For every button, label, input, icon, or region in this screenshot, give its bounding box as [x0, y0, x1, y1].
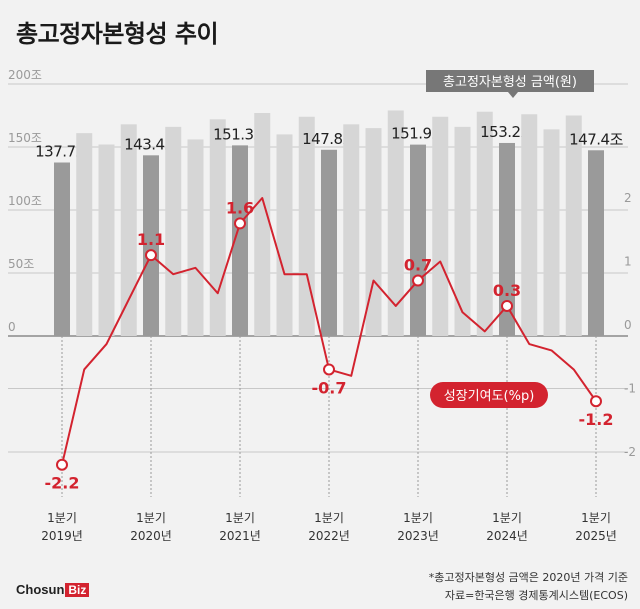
- bar: [476, 111, 493, 336]
- line-point-marker: [412, 274, 424, 287]
- x-tick-label-quarter: 1분기: [47, 511, 77, 525]
- bar: [209, 119, 226, 336]
- bar: [165, 126, 182, 336]
- x-tick-label-year: 2022년: [308, 529, 350, 543]
- x-tick-label-year: 2023년: [397, 529, 439, 543]
- line-value-label: -0.7: [312, 378, 347, 397]
- right-tick-label: -1: [624, 382, 636, 396]
- logo-badge: Biz: [65, 583, 90, 597]
- x-tick-label-quarter: 1분기: [581, 511, 611, 525]
- line-value-label: 0.7: [404, 256, 432, 275]
- line-value-label: 0.3: [493, 281, 521, 300]
- line-legend-label: 성장기여도(%p): [444, 389, 535, 404]
- right-tick-label: -2: [624, 445, 636, 459]
- x-tick-label-year: 2019년: [41, 529, 83, 543]
- line-point-marker: [234, 217, 246, 230]
- right-tick-label: 2: [624, 191, 632, 205]
- left-tick-label: 50조: [8, 257, 34, 271]
- x-tick-label-year: 2025년: [575, 529, 617, 543]
- line-point-marker: [145, 249, 157, 262]
- line-point-marker: [590, 395, 602, 408]
- bar: [343, 124, 360, 336]
- left-tick-label: 100조: [8, 194, 42, 208]
- logo-text: Chosun: [16, 582, 65, 597]
- footnote-price-basis: *총고정자본형성 금액은 2020년 가격 기준: [428, 571, 628, 584]
- bar: [387, 110, 404, 337]
- left-tick-label: 150조: [8, 131, 42, 145]
- bar-legend-label: 총고정자본형성 금액(원): [443, 75, 577, 90]
- line-point-marker: [56, 458, 68, 471]
- bar: [276, 134, 293, 336]
- footnote-source: 자료=한국은행 경제통계시스템(ECOS): [444, 589, 628, 602]
- bar: [543, 129, 560, 336]
- bar: [521, 114, 538, 337]
- chosunbiz-logo: Chosun Biz: [16, 582, 90, 597]
- bar-q1: [54, 162, 70, 336]
- bar: [98, 144, 115, 336]
- bar: [432, 116, 449, 336]
- line-point-marker: [501, 299, 513, 312]
- bar: [120, 124, 137, 336]
- line-value-label: 1.6: [226, 198, 254, 217]
- line-point-marker: [323, 363, 335, 376]
- x-tick-label-quarter: 1분기: [492, 511, 522, 525]
- x-tick-label-quarter: 1분기: [136, 511, 166, 525]
- bar-value-label: 147.4조: [569, 130, 623, 148]
- bar: [254, 112, 271, 336]
- bar: [298, 116, 315, 336]
- x-tick-label-year: 2020년: [130, 529, 172, 543]
- x-tick-label-quarter: 1분기: [225, 511, 255, 525]
- line-legend-box: [430, 382, 548, 408]
- chart-title: 총고정자본형성 추이: [16, 20, 219, 48]
- bar-q1: [410, 144, 426, 336]
- bar: [76, 133, 93, 336]
- bar-q1: [321, 149, 337, 336]
- right-tick-label: 1: [624, 255, 632, 269]
- bar: [454, 126, 471, 336]
- line-value-label: 1.1: [137, 230, 165, 249]
- x-tick-label-year: 2021년: [219, 529, 261, 543]
- bar-q1: [499, 142, 515, 336]
- line-value-label: -2.2: [45, 474, 80, 493]
- left-tick-label: 200조: [8, 68, 42, 82]
- right-tick-label: 0: [624, 318, 632, 332]
- bar-q1: [143, 155, 159, 336]
- left-tick-label: 0: [8, 320, 16, 334]
- x-tick-label-year: 2024년: [486, 529, 528, 543]
- x-tick-label-quarter: 1분기: [403, 511, 433, 525]
- bar-legend-box: [426, 70, 594, 92]
- x-tick-label-quarter: 1분기: [314, 511, 344, 525]
- bar-q1: [232, 145, 248, 336]
- bar: [187, 139, 204, 336]
- line-value-label: -1.2: [579, 410, 614, 429]
- bar: [565, 115, 582, 336]
- bar-legend-pointer: [508, 92, 518, 98]
- bar-q1: [588, 150, 604, 336]
